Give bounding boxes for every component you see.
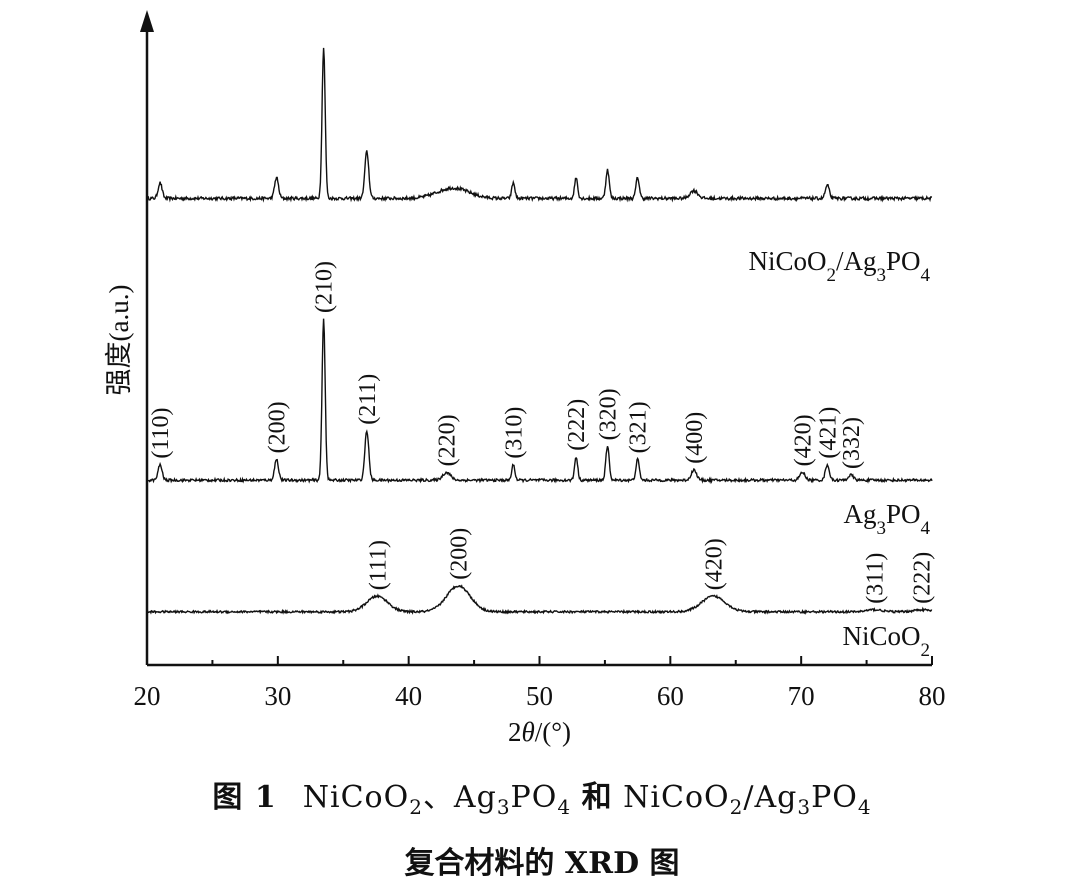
x-tick-label: 20 <box>134 681 161 711</box>
hkl-label: (321) <box>626 401 652 453</box>
hkl-label: (320) <box>596 388 622 440</box>
x-tick-label: 50 <box>526 681 553 711</box>
hkl-label: (222) <box>910 552 936 604</box>
hkl-label: (420) <box>790 414 816 466</box>
figure-number: 图 1 <box>212 780 277 815</box>
figure-caption-line2: 复合材料的 XRD 图 <box>404 846 680 881</box>
xrd-chart: 20 30 40 50 60 70 80 2θ/(°) 强度(a.u.) (110) (200) (… <box>104 10 946 747</box>
series-label: NiCoO2 <box>842 621 930 661</box>
hkl-label: (222) <box>564 399 590 451</box>
hkl-label: (210) <box>312 261 338 313</box>
hkl-labels: (110) (200)(210)(211)(220) (310) (222) (320)… <box>148 261 935 604</box>
traces <box>146 47 933 615</box>
hkl-label: (200) <box>446 528 472 580</box>
figure-caption-text: NiCoO2、Ag3PO4 和 NiCoO2/Ag3PO4 <box>302 780 872 819</box>
hkl-label: (420) <box>702 538 728 590</box>
hkl-label: (310) <box>501 407 527 459</box>
hkl-label: (111) <box>365 540 391 590</box>
hkl-label: (200) <box>265 401 291 453</box>
axes: 20 30 40 50 60 70 80 2θ/(°) 强度(a.u.) <box>104 10 946 747</box>
hkl-label: (211) <box>355 374 381 425</box>
y-axis-arrow <box>140 10 154 32</box>
hkl-label: (400) <box>682 412 708 464</box>
series-line-nicoo2 <box>147 584 933 615</box>
y-axis-title: 强度(a.u.) <box>104 285 134 396</box>
x-tick-label: 40 <box>395 681 422 711</box>
series-label: Ag3PO4 <box>843 499 930 539</box>
hkl-label: (110) <box>148 408 174 459</box>
x-tick-label: 60 <box>657 681 684 711</box>
hkl-label: (220) <box>435 414 461 466</box>
x-tick-label: 30 <box>264 681 291 711</box>
x-tick-label: 70 <box>788 681 815 711</box>
hkl-label: (311) <box>862 553 888 604</box>
hkl-label: (421) <box>815 407 841 459</box>
x-tick-label: 80 <box>919 681 946 711</box>
series-label: NiCoO2/Ag3PO4 <box>748 246 930 286</box>
series-line-nicoo2-ag3po4 <box>146 47 933 203</box>
figure-caption-line1: 图 1 NiCoO2、Ag3PO4 和 NiCoO2/Ag3PO4 <box>0 772 1084 819</box>
series-line-ag3po4 <box>146 318 933 485</box>
x-axis-title: 2θ/(°) <box>508 717 571 747</box>
hkl-label: (332) <box>839 417 865 469</box>
